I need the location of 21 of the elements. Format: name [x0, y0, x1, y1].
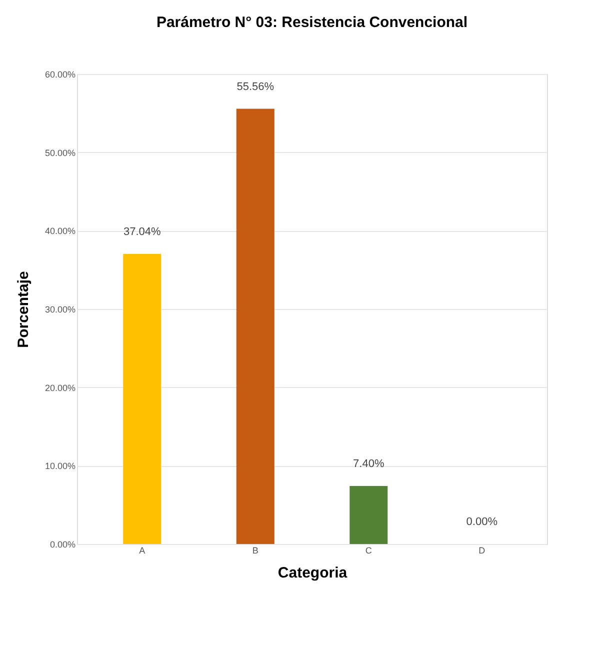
y-tick-label: 20.00% — [44, 382, 76, 393]
data-label: 0.00% — [466, 516, 498, 528]
bar — [123, 254, 162, 544]
x-tick-label: B — [252, 546, 258, 556]
y-tick-label: 30.00% — [44, 304, 76, 314]
data-label: 7.40% — [353, 458, 384, 470]
y-tick-label: 40.00% — [44, 226, 76, 236]
y-tick-label: 0.00% — [50, 540, 76, 550]
bar — [236, 108, 274, 544]
bar — [350, 486, 388, 544]
x-tick-label: D — [478, 546, 486, 556]
y-tick-label: 10.00% — [44, 461, 76, 472]
x-axis-title: Categoria — [278, 564, 348, 582]
y-axis-title: Porcentaje — [14, 271, 32, 348]
chart-title: Parámetro N° 03: Resistencia Convencional — [156, 14, 468, 31]
y-tick-label: 50.00% — [44, 148, 76, 158]
x-tick-label: C — [365, 546, 372, 556]
data-label: 37.04% — [123, 226, 161, 238]
data-label: 55.56% — [236, 80, 274, 93]
x-tick-label: A — [139, 546, 146, 556]
y-tick-label: 60.00% — [44, 70, 76, 80]
